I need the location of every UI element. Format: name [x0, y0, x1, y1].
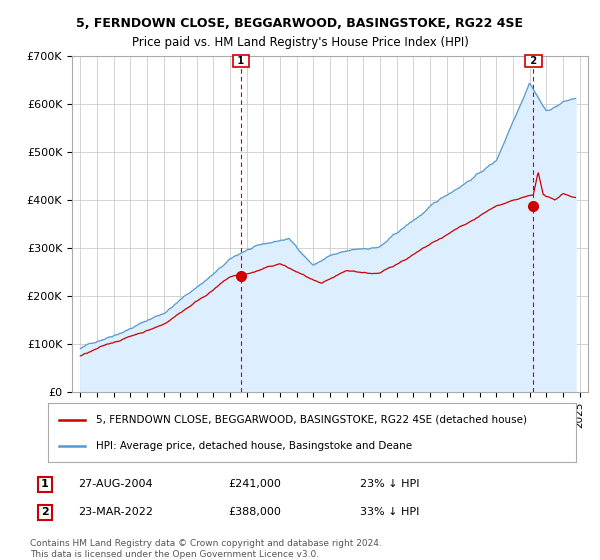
Text: £388,000: £388,000 — [228, 507, 281, 517]
Text: 23% ↓ HPI: 23% ↓ HPI — [360, 479, 419, 489]
Text: HPI: Average price, detached house, Basingstoke and Deane: HPI: Average price, detached house, Basi… — [95, 441, 412, 451]
Text: £241,000: £241,000 — [228, 479, 281, 489]
Text: Contains HM Land Registry data © Crown copyright and database right 2024.
This d: Contains HM Land Registry data © Crown c… — [30, 539, 382, 559]
Text: Price paid vs. HM Land Registry's House Price Index (HPI): Price paid vs. HM Land Registry's House … — [131, 36, 469, 49]
Text: 27-AUG-2004: 27-AUG-2004 — [78, 479, 152, 489]
Text: 23-MAR-2022: 23-MAR-2022 — [78, 507, 153, 517]
Text: 5, FERNDOWN CLOSE, BEGGARWOOD, BASINGSTOKE, RG22 4SE (detached house): 5, FERNDOWN CLOSE, BEGGARWOOD, BASINGSTO… — [95, 414, 527, 424]
Text: 5, FERNDOWN CLOSE, BEGGARWOOD, BASINGSTOKE, RG22 4SE: 5, FERNDOWN CLOSE, BEGGARWOOD, BASINGSTO… — [77, 17, 523, 30]
Text: 2: 2 — [527, 56, 540, 66]
Text: 1: 1 — [41, 479, 49, 489]
Text: 2: 2 — [41, 507, 49, 517]
Text: 33% ↓ HPI: 33% ↓ HPI — [360, 507, 419, 517]
Text: 1: 1 — [234, 56, 248, 66]
